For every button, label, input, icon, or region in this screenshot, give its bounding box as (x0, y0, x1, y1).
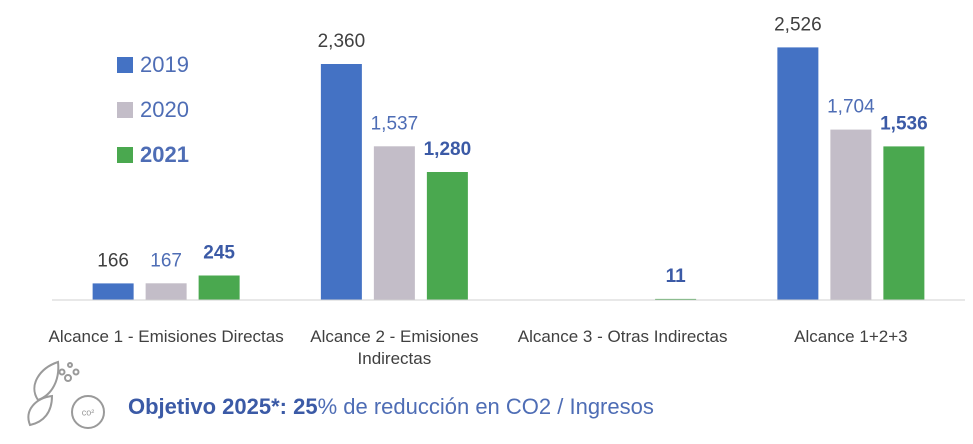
bar (320, 64, 362, 300)
x-tick-label: Alcance 1 - Emisiones Directas (48, 327, 284, 346)
bar (883, 146, 925, 300)
bar (92, 283, 134, 300)
footer-text: % de reducción en CO2 / Ingresos (317, 394, 654, 419)
legend-label: 2021 (140, 142, 189, 167)
x-tick-label: Alcance 2 - Emisiones Indirectas (310, 327, 479, 368)
value-label: 1,280 (424, 139, 472, 160)
footer: Objetivo 2025*: 25% de reducción en CO2 … (128, 394, 654, 420)
value-label: 1,536 (880, 113, 928, 134)
bar (777, 47, 819, 301)
footer-label: Objetivo 2025*: (128, 394, 287, 419)
legend-label: 2020 (140, 97, 189, 122)
x-tick-label: Alcance 3 - Otras Indirectas (517, 327, 728, 346)
value-label: 2,360 (318, 31, 366, 52)
bar (655, 298, 697, 300)
bar (426, 172, 468, 300)
footer-icon: co² (27, 360, 105, 429)
value-label: 166 (97, 250, 129, 271)
x-tick-label: Alcance 1+2+3 (794, 327, 908, 346)
bar (373, 146, 415, 300)
legend-swatch (117, 57, 133, 73)
bar (198, 275, 240, 300)
value-label: 167 (150, 250, 182, 271)
footer-value: 25 (293, 394, 318, 419)
value-label: 1,537 (371, 113, 419, 134)
bar (145, 283, 187, 300)
legend-label: 2019 (140, 52, 189, 77)
bar (830, 129, 872, 300)
legend-swatch (117, 102, 133, 118)
value-label: 1,704 (827, 97, 875, 118)
svg-text:co²: co² (82, 407, 95, 417)
value-label: 245 (203, 243, 235, 264)
value-label: 2,526 (774, 14, 822, 35)
legend-swatch (117, 147, 133, 163)
value-label: 11 (666, 266, 687, 287)
